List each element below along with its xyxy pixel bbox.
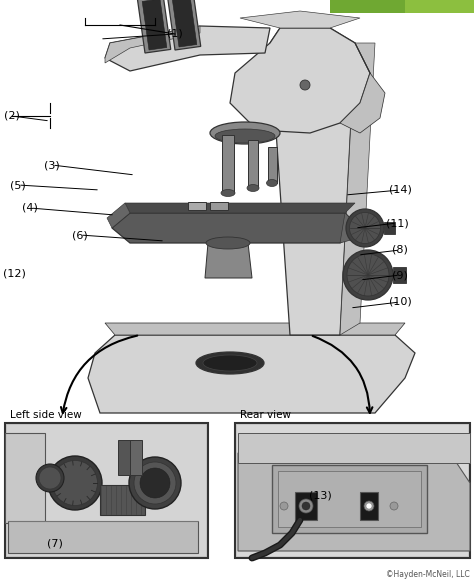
Text: (6): (6) [72, 230, 88, 240]
Ellipse shape [210, 122, 280, 144]
Polygon shape [230, 28, 370, 133]
Circle shape [280, 502, 288, 510]
Polygon shape [340, 43, 385, 133]
Ellipse shape [196, 352, 264, 374]
Ellipse shape [215, 129, 275, 143]
Ellipse shape [140, 468, 170, 498]
Text: (1): (1) [167, 29, 183, 39]
Polygon shape [112, 213, 360, 243]
Bar [405, 0, 474, 13]
Text: (4): (4) [22, 203, 38, 213]
Bar [7, 425, 206, 556]
Bar [137, 0, 171, 53]
Polygon shape [205, 243, 252, 278]
Polygon shape [88, 335, 415, 413]
Ellipse shape [39, 467, 61, 489]
Ellipse shape [221, 189, 235, 196]
Bar [330, 0, 405, 13]
Ellipse shape [343, 250, 393, 300]
Ellipse shape [346, 209, 384, 247]
Ellipse shape [129, 457, 181, 509]
Polygon shape [125, 203, 355, 213]
Bar [8, 521, 198, 553]
Bar [272, 465, 427, 533]
Text: Left side view: Left side view [10, 410, 82, 420]
Circle shape [300, 80, 310, 90]
Polygon shape [393, 267, 406, 283]
Ellipse shape [349, 212, 381, 244]
Text: (5): (5) [10, 180, 26, 190]
Text: (8): (8) [392, 245, 408, 255]
Ellipse shape [347, 254, 389, 296]
Bar [130, 440, 142, 475]
Polygon shape [107, 203, 130, 228]
Text: (11): (11) [386, 218, 409, 228]
Bar [188, 202, 206, 210]
Bar [5, 423, 208, 558]
Bar [172, 0, 197, 47]
Polygon shape [240, 11, 360, 28]
Ellipse shape [36, 464, 64, 492]
Text: (3): (3) [44, 160, 60, 170]
Text: (13): (13) [309, 490, 331, 500]
Bar [238, 433, 470, 463]
Polygon shape [105, 26, 200, 63]
Text: Rear view: Rear view [240, 410, 291, 420]
Bar [295, 492, 317, 520]
Ellipse shape [134, 462, 176, 504]
Bar [167, 0, 201, 50]
Ellipse shape [203, 355, 257, 371]
Ellipse shape [266, 180, 277, 187]
Text: (10): (10) [389, 297, 411, 307]
Polygon shape [270, 28, 355, 335]
Bar [235, 423, 470, 558]
Polygon shape [238, 453, 470, 551]
Ellipse shape [247, 184, 259, 191]
Circle shape [366, 503, 372, 509]
Ellipse shape [48, 456, 102, 510]
Polygon shape [384, 222, 395, 234]
Ellipse shape [53, 461, 98, 505]
Bar [142, 0, 167, 50]
Bar [5, 433, 45, 523]
Bar [222, 135, 234, 193]
Text: (9): (9) [392, 270, 408, 280]
Bar [237, 425, 468, 556]
Bar [210, 202, 228, 210]
Bar [118, 440, 133, 475]
Circle shape [302, 502, 310, 510]
Text: (7): (7) [47, 539, 63, 549]
Ellipse shape [206, 237, 250, 249]
Bar [268, 147, 277, 183]
Text: (14): (14) [389, 185, 411, 195]
Text: (2): (2) [4, 111, 20, 121]
Circle shape [390, 502, 398, 510]
Bar [100, 485, 145, 515]
Bar [360, 492, 378, 520]
Bar [278, 471, 421, 527]
Polygon shape [105, 323, 405, 335]
Polygon shape [105, 26, 270, 71]
Circle shape [299, 499, 313, 513]
Text: ©Hayden-McNeil, LLC: ©Hayden-McNeil, LLC [386, 570, 470, 579]
Polygon shape [340, 213, 360, 243]
Text: (12): (12) [2, 268, 26, 278]
Polygon shape [340, 43, 375, 335]
Circle shape [364, 501, 374, 511]
Bar [248, 140, 258, 188]
